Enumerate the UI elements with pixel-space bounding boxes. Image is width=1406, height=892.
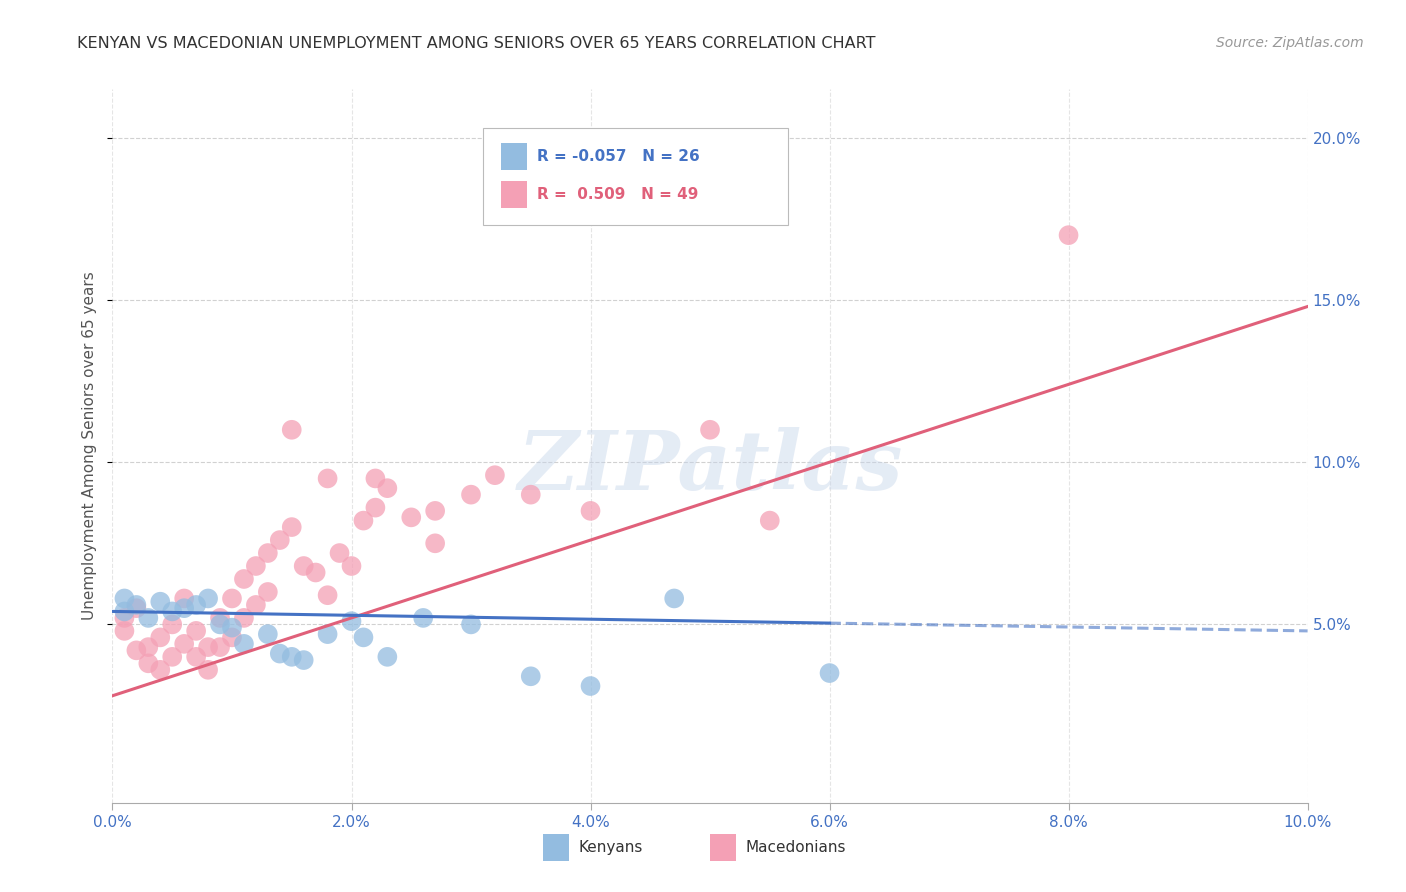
Point <box>186 624 208 638</box>
Point <box>245 559 267 574</box>
Point <box>699 423 721 437</box>
Text: R =  0.509   N = 49: R = 0.509 N = 49 <box>537 187 699 202</box>
Bar <box>710 834 737 862</box>
Point <box>209 640 232 654</box>
Point <box>281 423 304 437</box>
Point <box>269 533 291 547</box>
Point <box>759 514 782 528</box>
Point <box>401 510 423 524</box>
Text: ZIPatlas: ZIPatlas <box>517 427 903 508</box>
Point <box>520 488 543 502</box>
Text: Macedonians: Macedonians <box>747 840 846 855</box>
Text: Source: ZipAtlas.com: Source: ZipAtlas.com <box>1216 36 1364 50</box>
Point <box>114 611 135 625</box>
Point <box>209 611 232 625</box>
Point <box>162 649 183 664</box>
Point <box>818 666 841 681</box>
Point <box>197 640 219 654</box>
Point <box>162 617 183 632</box>
Point <box>221 631 243 645</box>
Point <box>269 647 291 661</box>
Point <box>460 617 482 632</box>
Point <box>257 585 280 599</box>
Point <box>316 471 339 485</box>
Point <box>425 504 447 518</box>
Point <box>316 588 339 602</box>
Point <box>520 669 543 683</box>
Bar <box>501 143 527 169</box>
Point <box>281 649 304 664</box>
Point <box>197 663 219 677</box>
Point <box>114 624 135 638</box>
Point <box>364 471 387 485</box>
Point <box>125 601 148 615</box>
Bar <box>543 834 569 862</box>
Point <box>162 604 183 618</box>
Point <box>221 591 243 606</box>
Point <box>353 631 375 645</box>
Point <box>257 627 280 641</box>
Point <box>173 591 195 606</box>
Point <box>377 481 399 495</box>
Point <box>138 611 160 625</box>
Y-axis label: Unemployment Among Seniors over 65 years: Unemployment Among Seniors over 65 years <box>82 272 97 620</box>
Point <box>460 488 482 502</box>
Point <box>425 536 447 550</box>
Point <box>1057 228 1080 243</box>
Point <box>233 637 256 651</box>
Point <box>173 601 195 615</box>
Point <box>329 546 352 560</box>
Point <box>305 566 328 580</box>
Point <box>353 514 375 528</box>
Point <box>245 598 267 612</box>
Point <box>257 546 280 560</box>
Point <box>186 598 208 612</box>
Bar <box>501 181 527 209</box>
Point <box>412 611 434 625</box>
Point <box>125 598 148 612</box>
Point <box>579 679 602 693</box>
Point <box>173 637 195 651</box>
Point <box>292 653 315 667</box>
Point <box>316 627 339 641</box>
Point <box>340 559 363 574</box>
Point <box>364 500 387 515</box>
Point <box>114 591 135 606</box>
Point <box>233 611 256 625</box>
Point <box>149 663 172 677</box>
Point <box>186 649 208 664</box>
Text: R = -0.057   N = 26: R = -0.057 N = 26 <box>537 149 700 164</box>
Point <box>292 559 315 574</box>
Point <box>114 604 135 618</box>
Point <box>209 617 232 632</box>
Point <box>221 621 243 635</box>
Point <box>125 643 148 657</box>
Point <box>138 640 160 654</box>
Point <box>149 631 172 645</box>
Point <box>233 572 256 586</box>
FancyBboxPatch shape <box>484 128 787 225</box>
Point <box>340 614 363 628</box>
Point <box>149 595 172 609</box>
Point <box>579 504 602 518</box>
Point <box>664 591 686 606</box>
Point <box>281 520 304 534</box>
Point <box>377 649 399 664</box>
Point <box>138 657 160 671</box>
Text: Kenyans: Kenyans <box>579 840 643 855</box>
Point <box>484 468 506 483</box>
Text: KENYAN VS MACEDONIAN UNEMPLOYMENT AMONG SENIORS OVER 65 YEARS CORRELATION CHART: KENYAN VS MACEDONIAN UNEMPLOYMENT AMONG … <box>77 36 876 51</box>
Point <box>197 591 219 606</box>
